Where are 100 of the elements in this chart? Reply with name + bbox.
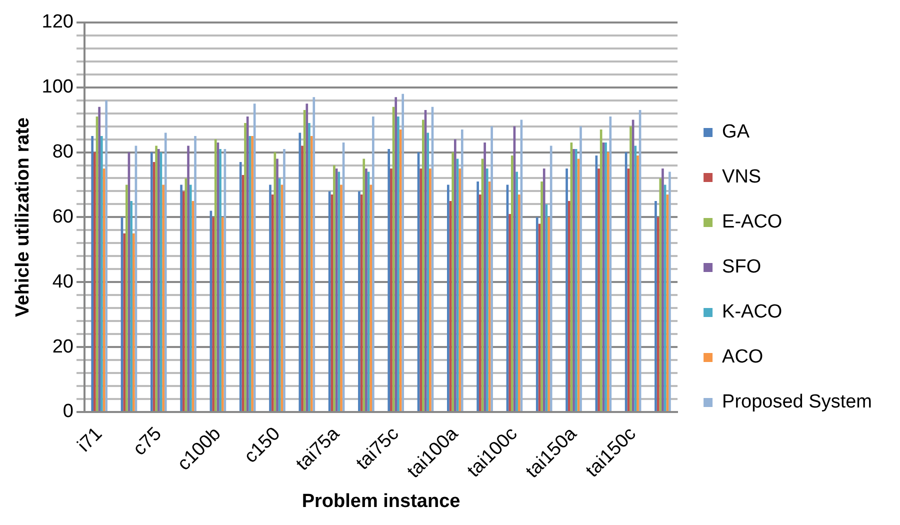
bar — [388, 149, 390, 411]
y-tick-label: 20 — [52, 336, 74, 358]
bar — [422, 120, 424, 411]
bar — [490, 126, 493, 411]
bar — [91, 136, 94, 411]
bar — [246, 116, 249, 411]
bar — [510, 156, 514, 411]
bar — [580, 126, 582, 411]
bar — [180, 184, 182, 411]
bar — [484, 142, 486, 411]
y-tick-label: 100 — [42, 76, 74, 98]
bar — [454, 139, 456, 411]
bar — [478, 194, 482, 411]
bar — [189, 184, 192, 411]
bar — [604, 142, 607, 411]
bar — [654, 200, 657, 411]
bar — [330, 194, 334, 411]
bar — [572, 149, 575, 411]
bar — [540, 181, 543, 411]
bar — [308, 123, 310, 411]
bar — [550, 146, 552, 411]
bar — [94, 152, 96, 411]
bar — [239, 162, 242, 411]
bar — [602, 142, 605, 411]
bar — [460, 130, 464, 411]
bar — [542, 168, 546, 411]
bar — [164, 132, 167, 411]
bar — [105, 100, 108, 411]
x-axis-title: Problem instance — [302, 490, 460, 512]
bar — [312, 97, 316, 411]
bar — [372, 116, 374, 411]
bar — [598, 168, 600, 411]
bar — [283, 149, 286, 411]
bar — [338, 172, 340, 411]
bar — [162, 184, 164, 411]
y-tick-label: 120 — [42, 12, 74, 33]
bar — [402, 94, 404, 411]
x-tick-label: c75 — [129, 423, 166, 460]
bar — [98, 106, 100, 411]
legend-label: E-ACO — [722, 212, 782, 233]
bar — [298, 132, 302, 411]
bar — [659, 178, 662, 411]
bar — [219, 149, 222, 411]
bar — [568, 200, 570, 411]
bar — [574, 149, 578, 411]
bar — [362, 158, 366, 411]
bar — [627, 168, 630, 411]
bar — [634, 146, 637, 411]
bar — [426, 132, 429, 411]
bar — [280, 184, 284, 411]
bar — [609, 116, 612, 411]
bar — [548, 217, 550, 411]
bar — [340, 184, 342, 411]
bar — [370, 184, 372, 411]
bar — [536, 217, 538, 411]
bar — [157, 149, 160, 411]
bar — [358, 191, 360, 411]
y-tick-label: 40 — [52, 271, 74, 292]
y-tick-label: 0 — [62, 401, 74, 422]
bar — [365, 168, 368, 411]
y-tick-label: 60 — [52, 206, 74, 228]
bar — [636, 156, 639, 411]
bar — [150, 152, 153, 411]
bar — [518, 194, 520, 411]
legend-label: VNS — [722, 166, 762, 188]
bar — [458, 168, 461, 411]
legend-label: GA — [722, 122, 750, 143]
y-tick-label: 80 — [52, 142, 74, 162]
bar — [306, 104, 308, 411]
bar — [194, 136, 196, 411]
bar — [516, 172, 518, 411]
bar — [486, 168, 488, 411]
bar — [276, 158, 278, 411]
bar — [394, 97, 398, 411]
bar — [301, 146, 304, 411]
bar — [123, 233, 126, 411]
bar — [274, 152, 276, 411]
bar — [452, 152, 454, 411]
bar — [428, 168, 432, 411]
bar — [333, 165, 336, 411]
bar — [476, 181, 479, 411]
bar — [130, 200, 132, 411]
bar — [251, 136, 254, 411]
bar — [420, 168, 422, 411]
bar — [668, 172, 671, 411]
bar — [132, 233, 135, 411]
legend-label: K-ACO — [722, 302, 782, 323]
bar — [397, 116, 400, 411]
bar — [212, 217, 214, 411]
bar — [214, 139, 217, 411]
bar — [390, 168, 392, 411]
bar — [155, 146, 158, 411]
bar — [221, 217, 224, 411]
bar — [446, 184, 450, 411]
bar — [666, 194, 669, 411]
legend-label: SFO — [722, 256, 762, 278]
bar — [100, 136, 103, 411]
bar — [662, 168, 664, 411]
bar — [630, 126, 632, 411]
bar — [182, 191, 185, 411]
